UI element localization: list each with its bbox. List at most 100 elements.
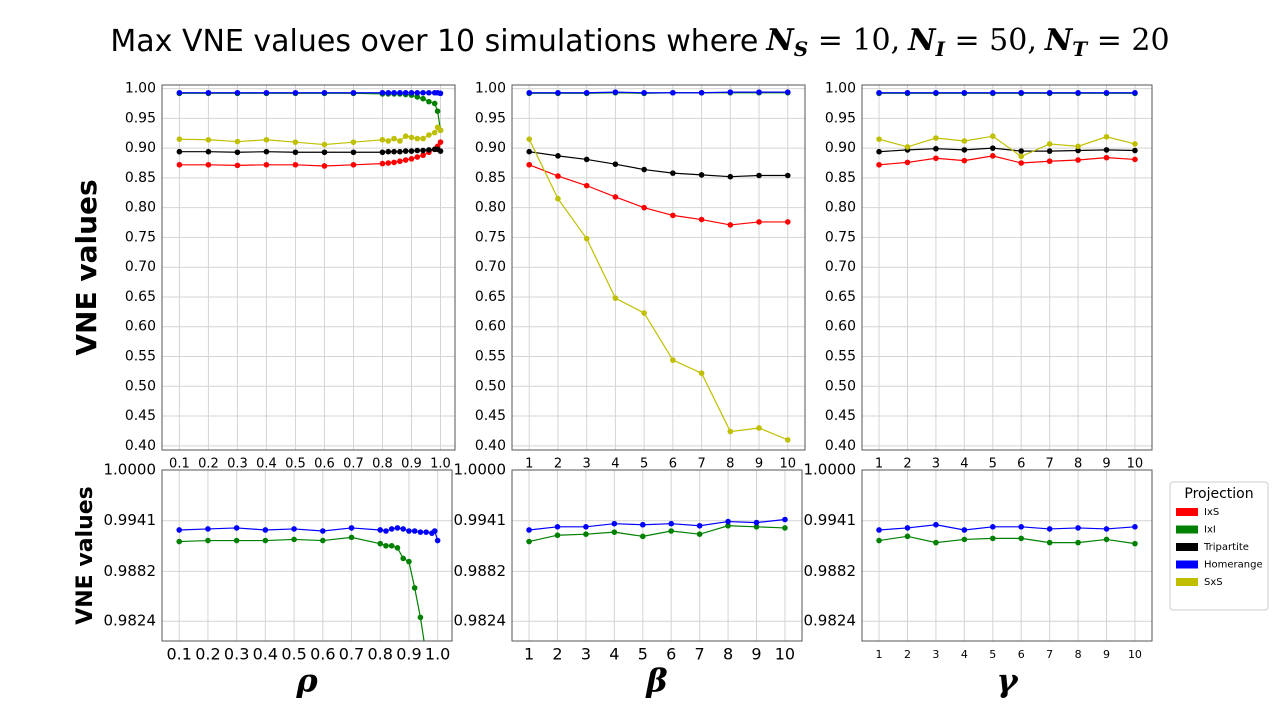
data-point xyxy=(555,195,561,202)
data-point xyxy=(391,148,397,155)
data-point xyxy=(933,89,939,96)
data-point xyxy=(989,133,996,140)
data-point xyxy=(385,160,392,166)
x-tick-label: 0.9 xyxy=(396,645,421,664)
y-tick-label: 0.45 xyxy=(825,408,856,424)
data-point xyxy=(1046,89,1053,96)
data-point xyxy=(400,555,406,562)
data-point xyxy=(426,147,432,153)
y-tick-label: 0.40 xyxy=(125,438,156,454)
data-point xyxy=(292,149,299,156)
data-point xyxy=(388,542,395,549)
data-point xyxy=(1046,539,1053,546)
data-point xyxy=(423,529,429,535)
x-tick-label: 8 xyxy=(723,645,733,664)
y-tick-label: 1.0000 xyxy=(104,461,157,479)
y-tick-label: 0.55 xyxy=(475,349,506,365)
x-tick-label: 4 xyxy=(961,648,968,661)
data-point xyxy=(411,585,418,591)
series-group xyxy=(526,516,788,545)
data-point xyxy=(698,216,705,223)
data-point xyxy=(526,89,533,96)
y-tick-label: 0.9941 xyxy=(804,511,857,529)
data-point xyxy=(379,136,386,143)
panel: 1 2 3 4 5 6 7 8 9 10 0.9824 0.9882 0.9941 1.0000 γ xyxy=(804,461,1153,700)
x-tick-label: 1 xyxy=(525,457,533,472)
x-tick-label: 6 xyxy=(669,457,677,472)
data-point xyxy=(292,139,299,145)
data-point xyxy=(583,182,590,189)
y-tick-label: 0.9941 xyxy=(104,511,157,529)
x-tick-label: 6 xyxy=(1018,648,1025,661)
x-tick-label: 9 xyxy=(755,457,763,472)
data-point xyxy=(1103,526,1110,532)
data-point xyxy=(670,357,676,363)
series-line xyxy=(878,135,1136,158)
y-tick-label: 0.95 xyxy=(125,110,156,126)
x-tick-label: 4 xyxy=(960,457,968,472)
data-point xyxy=(1075,89,1081,96)
x-tick-label: 2 xyxy=(552,645,562,664)
data-point xyxy=(696,531,703,537)
data-point xyxy=(526,148,533,155)
y-tick-label: 0.95 xyxy=(825,110,856,126)
data-point xyxy=(377,540,384,547)
data-point xyxy=(670,170,676,176)
y-tick-label: 0.90 xyxy=(125,140,156,156)
x-tick-label: 7 xyxy=(1046,457,1054,472)
y-tick-label: 0.55 xyxy=(125,349,156,365)
data-point xyxy=(176,136,183,142)
title-subscript: S xyxy=(794,37,808,61)
data-point xyxy=(205,537,211,544)
data-point xyxy=(292,89,299,96)
y-tick-label: 0.45 xyxy=(125,408,156,424)
y-tick-label: 0.85 xyxy=(825,170,856,186)
data-point xyxy=(397,148,403,155)
x-tick-label: 0.2 xyxy=(198,457,219,472)
plot-frame xyxy=(861,84,1153,451)
data-point xyxy=(408,89,415,96)
data-point xyxy=(904,533,911,540)
y-tick-label: 0.40 xyxy=(475,438,506,454)
x-tick-label: 0.9 xyxy=(401,457,422,472)
data-point xyxy=(377,527,384,533)
x-tick-label: 6 xyxy=(1017,457,1025,472)
y-tick-label: 0.70 xyxy=(475,259,506,275)
data-point xyxy=(583,531,589,537)
x-tick-label: 0.4 xyxy=(256,457,277,472)
title-rest: = 20 xyxy=(1087,23,1169,58)
legend-swatch xyxy=(1176,560,1198,569)
y-tick-label: 0.80 xyxy=(475,200,506,216)
data-point xyxy=(1018,535,1025,542)
y-tick-label: 1.00 xyxy=(125,81,156,97)
y-tick-label: 0.75 xyxy=(825,229,856,245)
x-tick-label: 6 xyxy=(666,645,676,664)
x-tick-label: 0.1 xyxy=(169,457,190,472)
y-tick-label: 0.65 xyxy=(125,289,156,305)
data-point xyxy=(291,526,297,532)
data-point xyxy=(394,545,401,551)
data-point xyxy=(583,89,590,96)
legend: Projection IxS IxI Tripartite Homerange SxS xyxy=(1169,481,1269,611)
data-point xyxy=(434,537,441,544)
x-tick-label: 1 xyxy=(875,457,883,472)
data-point xyxy=(698,370,705,376)
x-tick-label: 9 xyxy=(1102,457,1110,472)
data-point xyxy=(263,161,270,168)
data-point xyxy=(205,89,212,96)
y-tick-label: 0.9824 xyxy=(454,612,507,630)
y-axis-label: VNE values xyxy=(73,486,98,625)
data-point xyxy=(526,161,533,168)
data-point xyxy=(1103,89,1110,96)
y-tick-label: 0.9824 xyxy=(804,612,857,630)
data-point xyxy=(437,127,444,134)
data-point xyxy=(431,528,438,534)
data-point xyxy=(583,156,590,163)
data-point xyxy=(526,538,532,545)
x-tick-label: 1 xyxy=(524,645,534,664)
data-point xyxy=(397,158,403,165)
x-tick-label: 0.7 xyxy=(339,645,364,664)
data-point xyxy=(961,89,968,96)
data-point xyxy=(904,159,911,166)
